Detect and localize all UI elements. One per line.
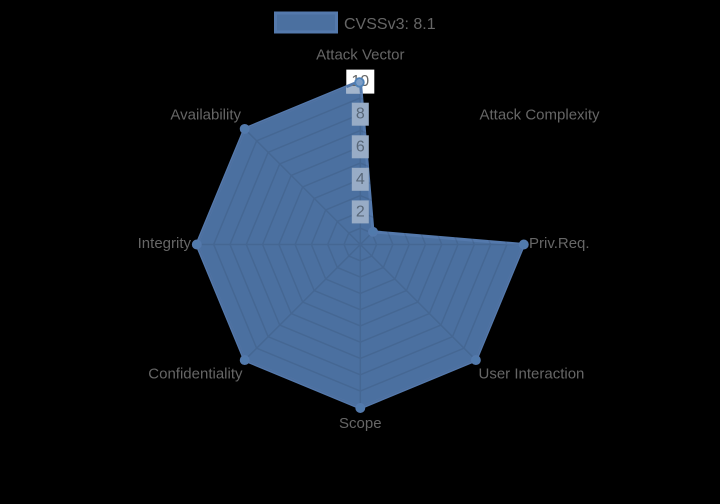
svg-text:Scope: Scope <box>339 415 382 432</box>
svg-text:2: 2 <box>356 203 365 220</box>
svg-text:6: 6 <box>356 138 365 155</box>
svg-text:Integrity: Integrity <box>138 235 192 252</box>
svg-text:User Interaction: User Interaction <box>479 366 585 383</box>
svg-text:Priv.Req.: Priv.Req. <box>529 235 590 252</box>
svg-text:4: 4 <box>356 171 365 188</box>
svg-text:Attack Complexity: Attack Complexity <box>480 107 601 124</box>
svg-text:Availability: Availability <box>170 107 241 124</box>
svg-text:Attack Vector: Attack Vector <box>316 47 404 64</box>
svg-text:Confidentiality: Confidentiality <box>148 366 243 383</box>
svg-text:CVSSv3: 8.1: CVSSv3: 8.1 <box>344 16 436 33</box>
svg-text:8: 8 <box>356 106 365 123</box>
